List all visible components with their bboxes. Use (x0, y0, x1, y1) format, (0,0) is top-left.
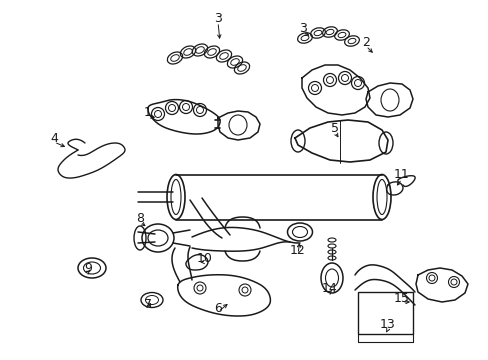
Text: 13: 13 (379, 319, 395, 332)
Text: 9: 9 (84, 261, 92, 274)
Text: 3: 3 (299, 22, 306, 35)
Text: 1: 1 (144, 105, 152, 118)
Text: 8: 8 (136, 211, 143, 225)
Text: 6: 6 (214, 302, 222, 315)
Text: 10: 10 (197, 252, 212, 265)
Text: 15: 15 (393, 292, 409, 305)
Text: 5: 5 (330, 122, 338, 135)
Text: 7: 7 (143, 298, 152, 311)
Text: 12: 12 (289, 243, 305, 256)
Text: 14: 14 (322, 282, 337, 294)
Bar (357, 292, 412, 334)
Text: 11: 11 (393, 168, 409, 181)
Text: 2: 2 (361, 36, 369, 49)
Text: 4: 4 (50, 131, 58, 144)
Text: 3: 3 (214, 12, 222, 24)
